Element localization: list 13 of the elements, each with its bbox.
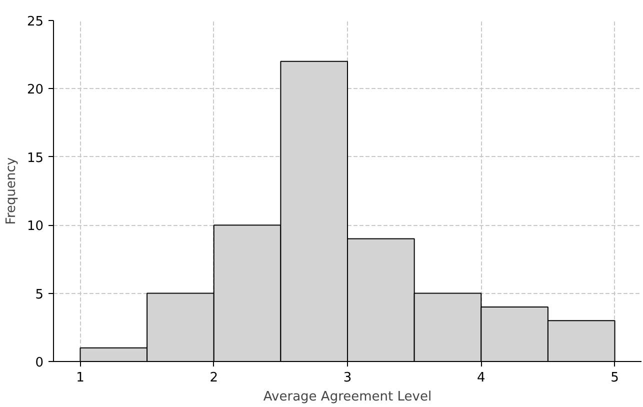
x-tick-label: 4: [477, 370, 486, 386]
y-tick-label: 25: [26, 14, 44, 30]
y-tick-label: 0: [35, 356, 44, 370]
y-tick-label: 10: [26, 219, 44, 234]
x-tick-label: 3: [343, 370, 352, 386]
y-tick-label: 5: [35, 287, 44, 302]
y-tick-label: 20: [26, 82, 44, 98]
y-axis-title: Frequency: [4, 157, 19, 225]
x-tick-label: 2: [210, 370, 218, 386]
x-tick-label: 1: [76, 370, 84, 386]
y-tick-label: 15: [26, 150, 44, 166]
x-axis-title: Average Agreement Level: [263, 390, 432, 404]
x-tick-label: 5: [610, 370, 619, 386]
